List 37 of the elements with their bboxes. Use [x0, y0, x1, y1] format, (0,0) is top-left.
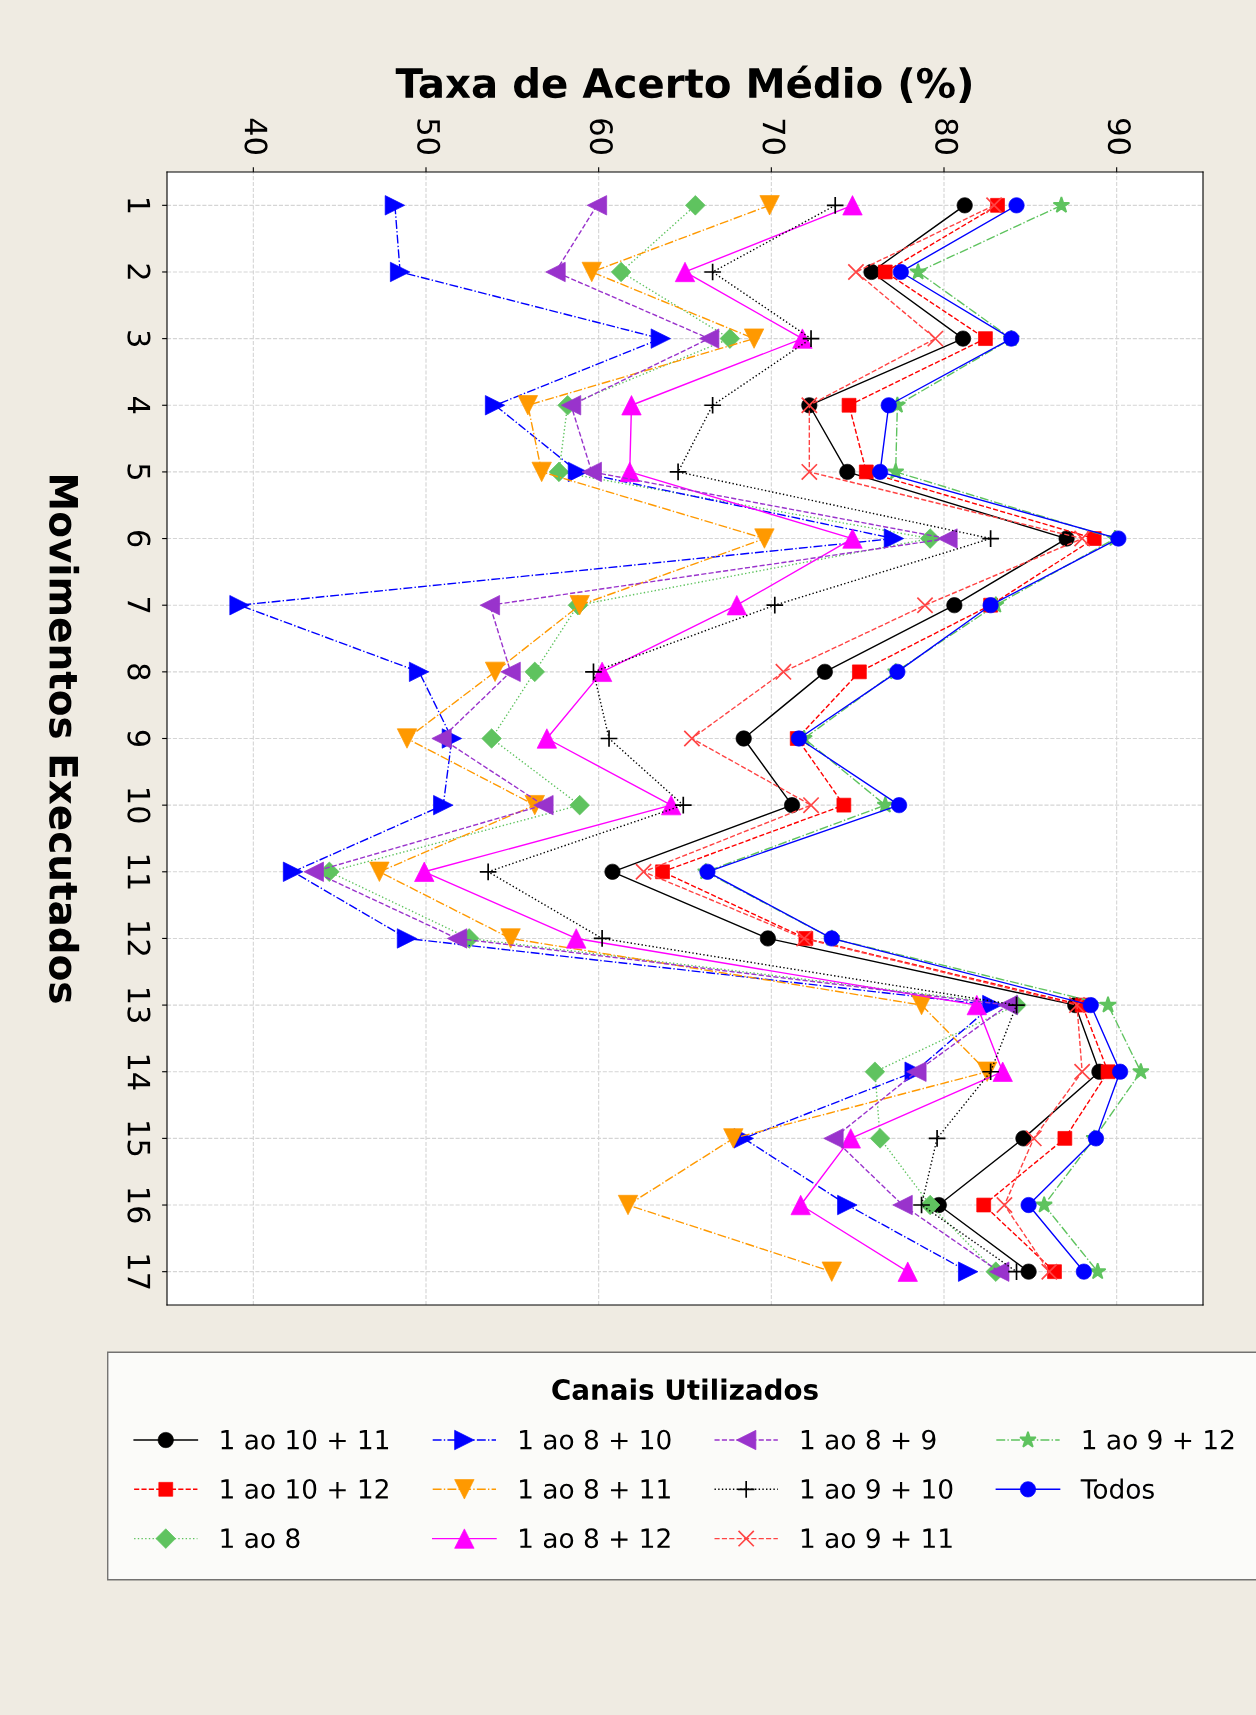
y-tick-label: 7 [127, 597, 151, 613]
y-tick-label: 4 [127, 397, 151, 414]
y-axis-title: Movimentos Executados [49, 476, 80, 1003]
legend-label: 1 ao 10 + 12 [221, 1478, 388, 1499]
legend-title: Canais Utilizados [552, 1378, 818, 1401]
y-tick-label: 1 [127, 198, 151, 213]
legend-label: 1 ao 8 + 12 [520, 1528, 670, 1549]
y-tick-label: 8 [127, 664, 151, 680]
y-tick-label: 13 [127, 989, 151, 1023]
y-tick-label: 3 [127, 331, 151, 346]
x-tick-label: 70 [762, 119, 786, 154]
y-tick-label: 9 [127, 730, 151, 747]
y-tick-label: 2 [127, 264, 151, 279]
x-axis-title: Taxa de Acerto Médio (%) [395, 65, 971, 104]
y-tick-label: 15 [127, 1122, 151, 1156]
x-tick-label: 90 [1107, 119, 1131, 154]
y-tick-label: 10 [127, 789, 151, 823]
x-tick-label: 80 [935, 119, 959, 154]
legend-label: 1 ao 10 + 11 [221, 1429, 389, 1450]
legend-label: 1 ao 9 + 10 [801, 1478, 953, 1499]
y-tick-label: 17 [127, 1255, 151, 1289]
y-tick-label: 12 [127, 922, 151, 955]
legend-label: 1 ao 9 + 12 [1083, 1429, 1234, 1450]
y-tick-label: 14 [127, 1055, 151, 1090]
y-tick-label: 11 [127, 855, 151, 889]
x-tick-label: 50 [417, 119, 441, 154]
legend-label: 1 ao 8 [221, 1528, 300, 1549]
x-tick-label: 60 [589, 119, 613, 154]
y-tick-label: 5 [127, 464, 151, 479]
x-tick-label: 40 [244, 118, 268, 154]
legend-label: 1 ao 8 + 11 [520, 1478, 670, 1499]
legend-label: 1 ao 9 + 11 [801, 1528, 952, 1549]
legend-label: 1 ao 8 + 9 [801, 1429, 936, 1450]
y-tick-label: 6 [127, 530, 151, 547]
y-tick-label: 16 [127, 1188, 151, 1223]
legend-label: 1 ao 8 + 10 [520, 1429, 671, 1450]
legend-label: Todos [1080, 1478, 1154, 1499]
